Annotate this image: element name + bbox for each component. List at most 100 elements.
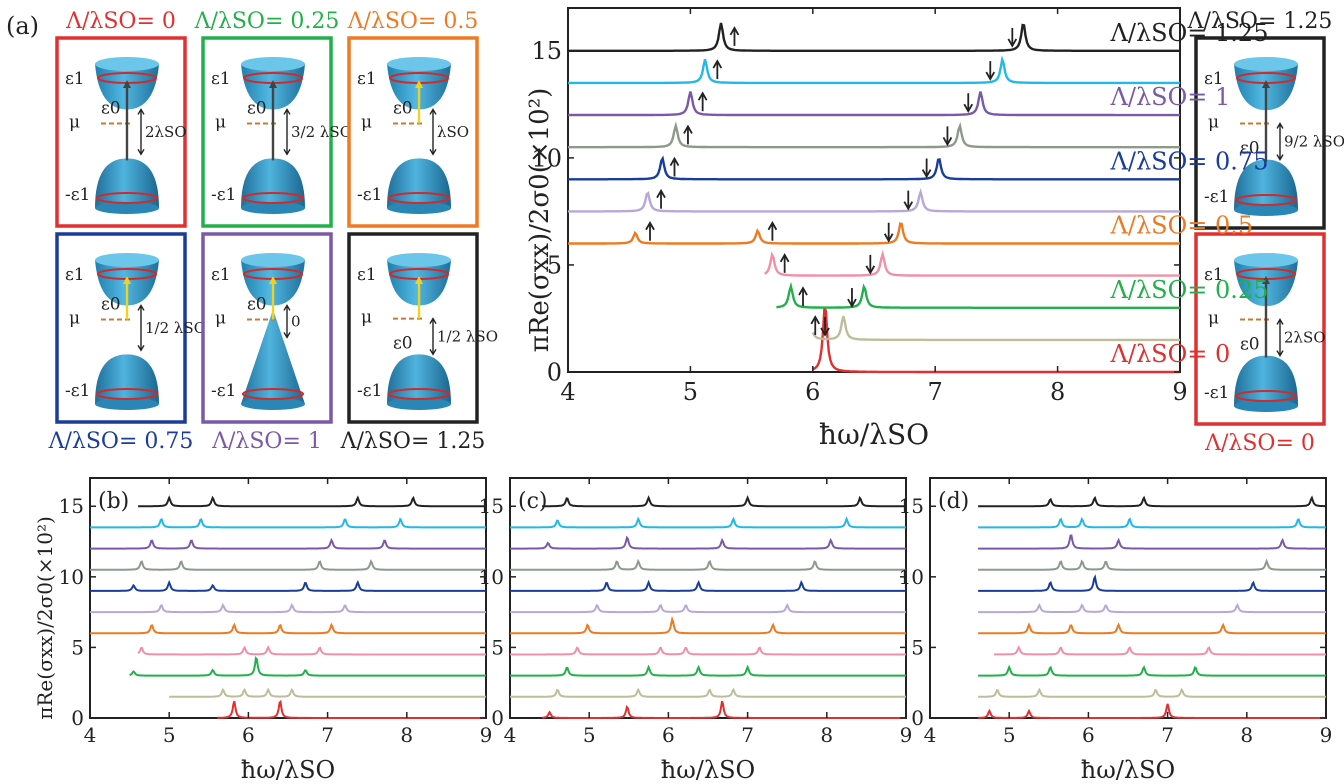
x-tick-label: 8 [400, 723, 413, 747]
schematic-3: Λ/λSO= 0.5 ε1 -ε1 μ ε0 λSO [347, 9, 479, 228]
x-tick-label: 9 [900, 723, 913, 747]
transition-arrow-head [697, 91, 708, 101]
x-tick-label: 8 [820, 723, 833, 747]
schematic-title: Λ/λSO= 0.75 [48, 429, 194, 454]
panel-label: (c) [518, 489, 548, 514]
upper-band-top [1234, 57, 1298, 71]
x-tick-label: 5 [163, 723, 176, 747]
fermi-ring [388, 192, 450, 204]
x-tick-label: 6 [805, 378, 820, 406]
epsilon1-label: ε1 [65, 265, 85, 285]
epsilon0-label: ε0 [247, 294, 267, 314]
y-tick-label: 5 [491, 635, 504, 659]
gap-bracket-head [1276, 350, 1284, 357]
x-tick-label: 7 [321, 723, 334, 747]
transition-arrow-head [712, 59, 723, 69]
series-line-3 [510, 646, 906, 656]
transition-arrow-head [810, 315, 821, 325]
y-tick-label: 15 [479, 494, 504, 518]
series-line-5 [510, 602, 906, 614]
series-label: Λ/λSO= 1.25 [1110, 19, 1269, 47]
x-tick-label: 8 [1240, 723, 1253, 747]
x-axis-label: ħω/λSO [819, 418, 929, 451]
lower-band-base [95, 202, 159, 214]
schematic-2: Λ/λSO= 0.25 ε1 -ε1 μ ε0 3/2 λSO [194, 9, 352, 228]
y-tick-label: 10 [531, 144, 562, 172]
epsilon0-label: ε0 [1240, 139, 1260, 159]
y-tick-label: 0 [911, 706, 924, 730]
transition-arrow-head [865, 265, 876, 275]
y-tick-label: 0 [71, 706, 84, 730]
plot-frame [929, 477, 1327, 719]
gap-label: 0 [291, 312, 301, 330]
gap-bracket-head [137, 304, 145, 311]
series-line-10 [978, 495, 1326, 508]
gap-bracket-head [283, 148, 291, 156]
transition-arrow-head [645, 220, 655, 231]
schematic-title: Λ/λSO= 0 [1204, 431, 1315, 456]
series-line-2 [510, 664, 906, 677]
mu-label: μ [361, 308, 372, 328]
transition-arrow-head [1262, 276, 1270, 284]
series-line-10 [542, 495, 906, 508]
y-tick-label: 15 [899, 494, 924, 518]
series-label: Λ/λSO= 0.75 [1110, 147, 1269, 175]
x-tick-label: 4 [924, 723, 937, 747]
x-tick-label: 6 [1082, 723, 1095, 747]
main-plot: 4 5 6 7 8 9 0 5 10 15 Λ/λSO= 1.25 Λ/λSO= 1 Λ/λSO= 0.… [525, 7, 1269, 451]
minus-epsilon1-label: -ε1 [1204, 383, 1229, 403]
upper-band-top [95, 253, 159, 267]
x-tick-label: 4 [84, 723, 97, 747]
lower-band [387, 354, 451, 404]
series-line-5 [978, 602, 1326, 614]
y-tick-label: 0 [491, 706, 504, 730]
epsilon1-label: ε1 [211, 265, 231, 285]
gap-bracket-head [137, 344, 145, 352]
upper-band-top [1234, 253, 1298, 267]
gap-bracket-head [283, 304, 291, 311]
transition-arrow-head [415, 80, 423, 88]
plot-frame [509, 477, 907, 719]
mu-label: μ [361, 112, 372, 132]
series-label: Λ/λSO= 1 [1110, 83, 1231, 111]
series-line-2 [978, 664, 1326, 677]
minus-epsilon1-label: -ε1 [211, 381, 236, 401]
plot-frame [89, 477, 487, 719]
lower-band [387, 158, 451, 208]
epsilon0-label: ε0 [393, 98, 413, 118]
series-line-3 [764, 249, 1180, 277]
x-tick-label: 6 [662, 723, 675, 747]
lower-band [241, 158, 305, 208]
series-line-6 [510, 579, 906, 592]
x-axis-label: ħω/λSO [661, 756, 755, 784]
upper-band-top [387, 57, 451, 71]
series-line-3 [994, 645, 1326, 656]
fermi-ring [388, 388, 450, 400]
series-line-5 [90, 603, 486, 614]
x-tick-label: 9 [1172, 378, 1187, 406]
transition-arrow-head [798, 286, 808, 296]
series-label: Λ/λSO= 0.5 [1110, 212, 1254, 240]
gap-bracket-head [137, 148, 145, 156]
series-line-6 [978, 574, 1326, 592]
x-tick-label: 9 [1320, 723, 1333, 747]
mu-label: μ [69, 112, 80, 132]
fermi-ring [96, 388, 158, 400]
x-tick-label: 7 [741, 723, 754, 747]
mu-label: μ [69, 308, 80, 328]
transition-arrow-head [269, 80, 277, 88]
upper-band-top [241, 57, 305, 71]
series-line-5 [568, 187, 1180, 213]
series-line-8 [510, 535, 906, 550]
lower-band-base [1234, 204, 1298, 216]
epsilon1-label: ε1 [357, 69, 377, 89]
series-line-0 [812, 306, 1180, 374]
series-line-0 [541, 700, 906, 719]
lower-band-base [387, 398, 451, 410]
y-tick-label: 5 [911, 635, 924, 659]
schematic-5: Λ/λSO= 1 ε1 -ε1 μ ε0 0 [201, 232, 333, 454]
gap-label: 3/2 λSO [291, 123, 352, 141]
series-line-1 [978, 687, 1326, 698]
